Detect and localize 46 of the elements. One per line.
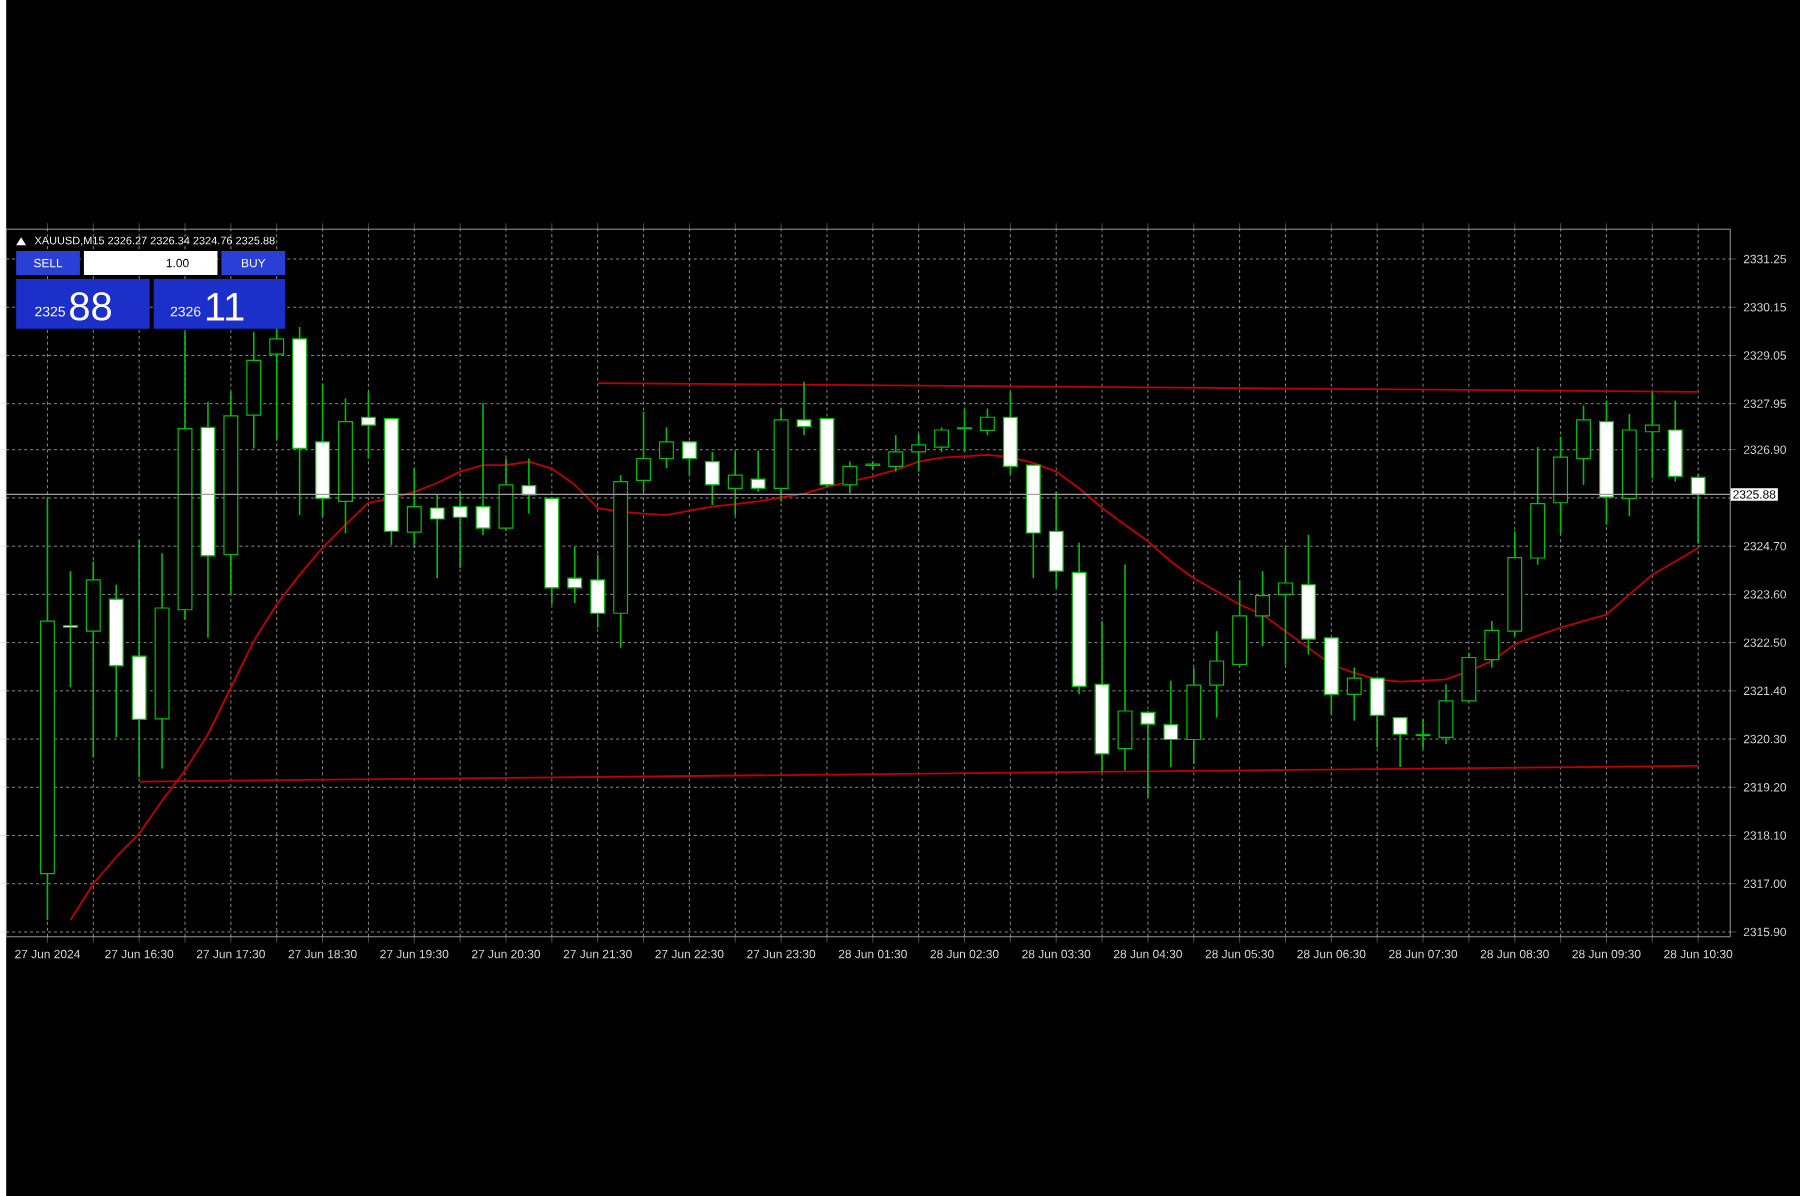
candlestick [1163,680,1179,768]
candlestick [1690,473,1706,545]
candlestick [1048,491,1064,589]
candlestick [521,457,537,515]
candlestick [475,402,491,537]
candlestick [1140,710,1156,799]
candlestick [957,407,972,453]
candlestick [567,545,583,605]
line-series [69,454,1700,922]
candlestick [269,326,285,442]
candlestick [1117,563,1133,772]
annotation: 88 [70,292,111,321]
candlestick [360,391,376,460]
candlestick [727,451,743,516]
candlestick [1278,547,1293,666]
candlestick [1461,652,1477,704]
candlestick [888,434,904,473]
candlestick [498,457,514,532]
candlestick [1576,404,1591,486]
candlestick [1392,716,1408,768]
candlestick [1415,718,1431,750]
candlestick [406,467,422,546]
candlestick [1255,570,1271,647]
candlestick [636,411,652,493]
candlestick [590,554,606,629]
candlestick [979,407,995,437]
candlestick [1667,399,1683,483]
candlestick [658,426,674,469]
candlestick [452,490,468,569]
candlestick [796,381,812,437]
candlestick [934,426,950,453]
candlestick [1438,683,1454,745]
candlestick [750,449,766,493]
candlestick [1484,620,1500,669]
candlestick [1346,666,1362,722]
candlestick [704,451,720,506]
candlestick [1553,435,1569,535]
candlestick [429,494,445,580]
candlestick [1644,391,1660,480]
annotation: 11 [206,293,244,321]
candlestick [911,433,927,473]
candlestick [1369,677,1385,749]
candlestick [842,460,858,495]
candlestick [62,570,78,689]
candlestick [681,440,697,476]
candlestick [1209,630,1225,719]
